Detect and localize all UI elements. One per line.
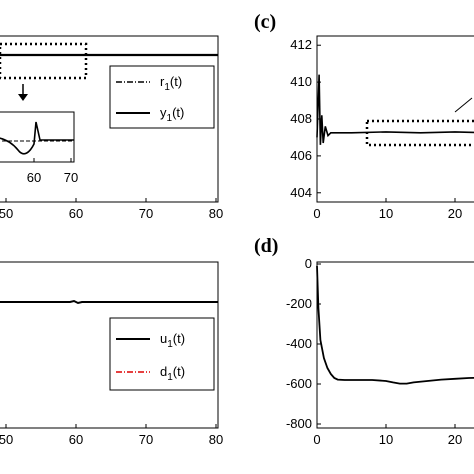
y-tick-label-d-1: -200 <box>286 296 312 311</box>
x-tick-label-b-1: 60 <box>69 432 83 447</box>
series-line-c <box>316 74 474 145</box>
panel-label-c: (c) <box>254 11 276 33</box>
x-tick-label-a-0: 50 <box>0 206 13 221</box>
panel-c-axes <box>316 35 474 203</box>
inset-x-tick-label-0: 60 <box>27 170 41 185</box>
zoom-pointer-c <box>454 97 473 113</box>
x-tick-label-b-3: 80 <box>209 432 223 447</box>
y-tick-label-c-3: 410 <box>290 74 312 89</box>
series-line-u1 <box>0 299 218 305</box>
panel-a-axes <box>0 35 219 203</box>
x-tick-label-c-0: 0 <box>313 206 320 221</box>
zoom-box-a <box>0 42 88 80</box>
y-tick-label-d-2: -400 <box>286 336 312 351</box>
inset-response-curve <box>0 121 74 155</box>
y-tick-label-c-4: 412 <box>290 37 312 52</box>
x-tick-label-b-2: 70 <box>139 432 153 447</box>
legend-label-b-0: u1(t) <box>160 331 185 350</box>
y-tick-label-d-4: -800 <box>286 416 312 431</box>
y-tick-label-c-1: 406 <box>290 148 312 163</box>
inset-x-tick-label-1: 70 <box>64 170 78 185</box>
series-line-d <box>316 265 474 385</box>
x-tick-label-d-0: 0 <box>313 432 320 447</box>
panel-d-axes <box>316 261 474 429</box>
x-tick-label-a-3: 80 <box>209 206 223 221</box>
legend-label-a-1: y1(t) <box>160 105 184 124</box>
x-tick-label-a-2: 70 <box>139 206 153 221</box>
x-tick-label-d-1: 10 <box>379 432 393 447</box>
x-tick-label-b-0: 50 <box>0 432 13 447</box>
zoom-box-c <box>365 119 474 147</box>
x-tick-label-a-1: 60 <box>69 206 83 221</box>
y-tick-label-c-2: 408 <box>290 111 312 126</box>
y-tick-label-d-3: -600 <box>286 376 312 391</box>
x-tick-label-c-2: 20 <box>448 206 462 221</box>
legend-box-b <box>109 317 215 391</box>
y-tick-label-d-0: 0 <box>305 256 312 271</box>
legend-label-a-0: r1(t) <box>160 74 182 93</box>
y-tick-label-c-0: 404 <box>290 185 312 200</box>
x-tick-label-d-2: 20 <box>448 432 462 447</box>
zoom-arrow-head <box>18 94 28 101</box>
legend-box-a <box>109 65 215 129</box>
panel-label-d: (d) <box>254 235 278 257</box>
x-tick-label-c-1: 10 <box>379 206 393 221</box>
inset-frame <box>0 111 75 163</box>
panel-b-axes <box>0 261 219 429</box>
legend-label-b-1: d1(t) <box>160 364 185 383</box>
